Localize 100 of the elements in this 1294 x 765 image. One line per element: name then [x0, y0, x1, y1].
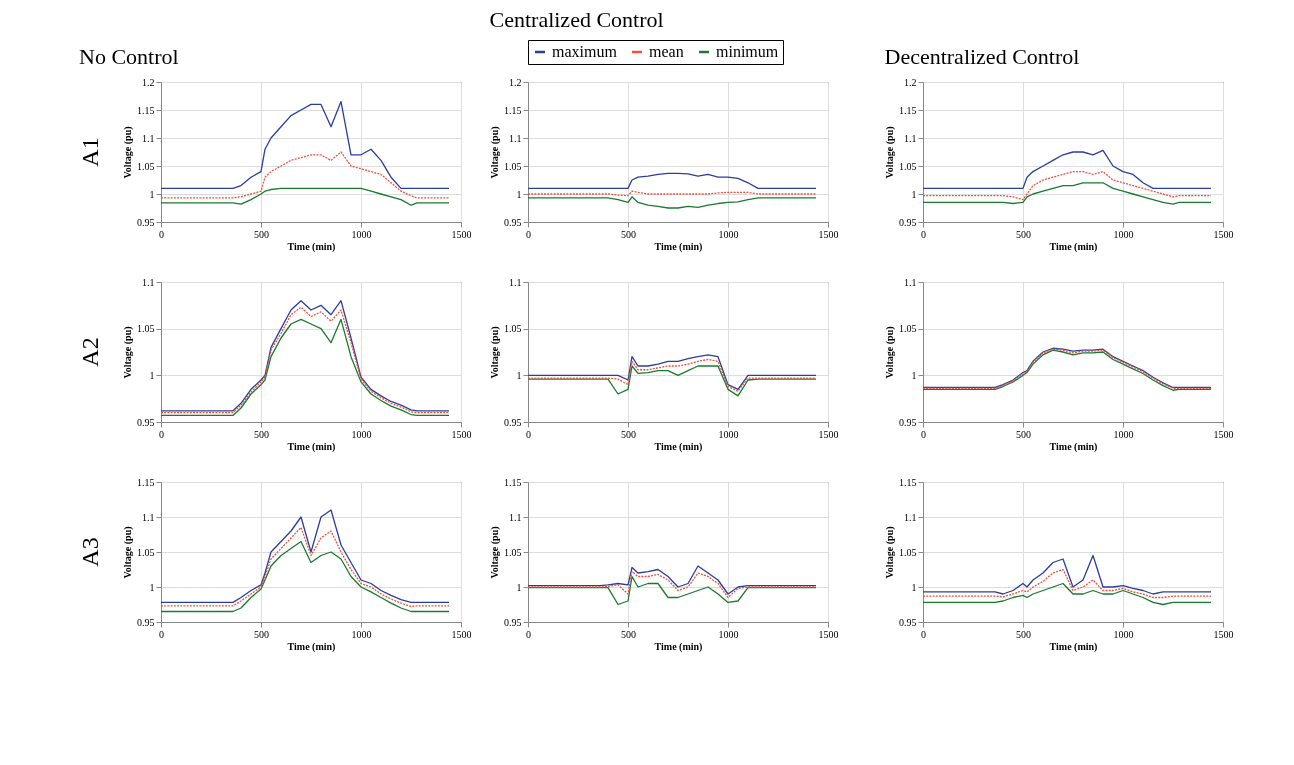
x-tick-label: 1500: [1213, 428, 1234, 440]
x-tick-label: 1500: [451, 228, 472, 240]
line-series: [923, 582, 1212, 606]
x-tick-label: 1000: [1113, 628, 1134, 640]
y-tick-label: 1: [516, 581, 522, 593]
y-tick-label: 1.1: [142, 511, 155, 523]
x-tick-label: 500: [254, 628, 269, 640]
x-tick-label: 1000: [1113, 428, 1134, 440]
y-tick-label: 1: [149, 188, 155, 200]
x-axis-title: Time (min): [1049, 440, 1098, 453]
y-tick-label: 0.95: [137, 416, 155, 428]
x-tick-label: 500: [621, 228, 636, 240]
y-axis-title: Voltage (pu): [884, 326, 896, 379]
y-tick-label: 0.95: [137, 616, 155, 628]
y-tick-label: 1.05: [137, 323, 155, 335]
text: A2: [77, 337, 103, 367]
x-tick-label: 0: [526, 228, 531, 240]
x-tick-label: 1500: [818, 228, 839, 240]
y-tick-label: 1.15: [899, 104, 917, 116]
y-tick-label: 1.05: [504, 546, 522, 558]
x-tick-label: 0: [921, 428, 926, 440]
x-tick-label: 0: [921, 228, 926, 240]
y-tick-label: 1.05: [899, 323, 917, 335]
x-axis-title: Time (min): [654, 240, 703, 253]
y-tick-label: 1.1: [904, 132, 917, 144]
y-tick-label: 1.1: [509, 276, 522, 288]
x-axis-title: Time (min): [287, 440, 336, 453]
line-series: [923, 568, 1212, 599]
y-tick-label: 0.95: [899, 216, 917, 228]
line-series: [161, 540, 450, 613]
line-series: [161, 509, 450, 604]
y-tick-label: 1.15: [504, 104, 522, 116]
x-tick-label: 500: [621, 628, 636, 640]
x-axis-title: Time (min): [654, 640, 703, 653]
line-series: [161, 100, 450, 190]
line-series: [923, 170, 1212, 201]
text: A1: [77, 137, 103, 167]
y-tick-label: 1.15: [899, 476, 917, 488]
line-series: [923, 182, 1212, 205]
y-axis-title: Voltage (pu): [489, 126, 501, 179]
legend-label: minimum: [716, 43, 779, 60]
x-tick-label: 0: [526, 428, 531, 440]
y-tick-label: 0.95: [504, 616, 522, 628]
y-axis-title: Voltage (pu): [122, 526, 134, 579]
y-axis-title: Voltage (pu): [884, 526, 896, 579]
y-axis-title: Voltage (pu): [884, 126, 896, 179]
y-tick-label: 0.95: [899, 616, 917, 628]
x-tick-label: 1000: [718, 428, 739, 440]
y-tick-label: 1.1: [509, 511, 522, 523]
x-tick-label: 0: [159, 228, 164, 240]
x-tick-label: 500: [1016, 228, 1031, 240]
x-tick-label: 0: [159, 628, 164, 640]
y-tick-label: 1.05: [137, 546, 155, 558]
y-tick-label: 1.15: [137, 476, 155, 488]
x-tick-label: 1000: [351, 228, 372, 240]
y-tick-label: 1.05: [899, 546, 917, 558]
y-tick-label: 0.95: [504, 216, 522, 228]
x-tick-label: 500: [621, 428, 636, 440]
legend-label: mean: [649, 43, 684, 60]
y-tick-label: 1: [911, 188, 917, 200]
x-tick-label: 0: [159, 428, 164, 440]
y-axis-title: Voltage (pu): [489, 526, 501, 579]
line-series: [161, 151, 450, 199]
line-series: [161, 526, 450, 608]
x-tick-label: 1000: [718, 628, 739, 640]
line-series: [161, 187, 450, 206]
x-tick-label: 1500: [818, 428, 839, 440]
y-tick-label: 1.05: [504, 323, 522, 335]
x-axis-title: Time (min): [287, 640, 336, 653]
line-series: [923, 554, 1212, 595]
x-tick-label: 0: [526, 628, 531, 640]
y-tick-label: 1.05: [137, 160, 155, 172]
line-series: [528, 196, 817, 209]
y-tick-label: 1: [516, 188, 522, 200]
y-tick-label: 1.2: [509, 76, 522, 88]
text: A3: [77, 537, 103, 567]
legend-label: maximum: [552, 43, 618, 60]
line-series: [923, 149, 1212, 190]
y-tick-label: 1.05: [504, 160, 522, 172]
x-tick-label: 0: [921, 628, 926, 640]
y-tick-label: 1: [911, 369, 917, 381]
x-tick-label: 1000: [1113, 228, 1134, 240]
y-tick-label: 1.1: [904, 511, 917, 523]
line-series: [528, 172, 817, 190]
x-tick-label: 1000: [351, 428, 372, 440]
y-axis-title: Voltage (pu): [122, 126, 134, 179]
x-tick-label: 1000: [718, 228, 739, 240]
chart-title: No Control: [79, 44, 179, 69]
x-tick-label: 1500: [818, 628, 839, 640]
y-tick-label: 1.15: [137, 104, 155, 116]
x-tick-label: 1500: [1213, 228, 1234, 240]
y-axis-title: Voltage (pu): [489, 326, 501, 379]
y-tick-label: 1.15: [504, 476, 522, 488]
y-tick-label: 1.1: [904, 276, 917, 288]
x-axis-title: Time (min): [1049, 240, 1098, 253]
y-tick-label: 1: [516, 369, 522, 381]
x-tick-label: 1000: [351, 628, 372, 640]
chart-title: Decentralized Control: [884, 44, 1080, 69]
y-tick-label: 1.2: [904, 76, 917, 88]
y-tick-label: 0.95: [137, 216, 155, 228]
